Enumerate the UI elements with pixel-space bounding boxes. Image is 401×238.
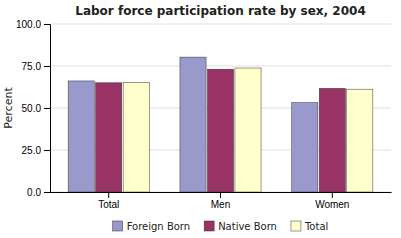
legend: Foreign Born Native Born Total [113,221,329,232]
tick: 100.0 [16,19,50,30]
bar [207,69,233,192]
bar [319,88,345,192]
bar [235,68,261,192]
bar-series [123,68,373,192]
legend-item: Total [291,221,328,232]
tick-label: 100.0 [16,19,41,30]
tick-label: 0.0 [27,187,41,198]
bar-series [68,57,318,192]
legend-swatch [204,221,214,231]
tick: Women [315,192,349,210]
bar [96,83,122,192]
tick-mark [44,150,50,151]
tick-label: Men [211,199,230,210]
legend-item: Foreign Born [113,221,190,232]
chart: 0.0 25.0 50.0 75.0 100.0 Total Men Women Labor f… [0,0,401,238]
tick: Men [211,192,230,210]
bar-series [96,69,346,192]
tick-label: 75.0 [22,61,42,72]
plot-area [68,57,373,192]
legend-label: Foreign Born [127,221,190,232]
bar [347,89,373,192]
legend-label: Native Born [218,221,277,232]
bar [68,81,94,192]
grid-line [50,24,391,25]
axis-line [44,25,51,193]
tick-label: Women [315,199,349,210]
tick-label: 25.0 [22,145,42,156]
tick: 25.0 [22,145,50,156]
grid [50,24,391,192]
tick-mark [332,192,333,198]
grid-line [50,66,391,67]
tick-mark [220,192,221,198]
legend-item: Native Born [204,221,277,232]
legend-label: Total [304,221,328,232]
tick: 0.0 [27,187,50,198]
legend-swatch [291,221,301,231]
tick-label: Total [98,199,119,210]
bar [292,103,318,192]
tick-mark [44,108,50,109]
tick: 50.0 [22,103,50,114]
bar [123,82,149,192]
tick-mark [44,66,50,67]
tick-label: 50.0 [22,103,42,114]
axis-title: Percent [2,87,15,129]
title: Labor force participation rate by sex, 2… [75,4,365,18]
tick-mark [44,192,50,193]
tick: Total [98,192,119,210]
legend-swatch [113,221,123,231]
y-axis: 0.0 25.0 50.0 75.0 100.0 [16,19,51,198]
x-axis: Total Men Women [51,192,392,210]
tick: 75.0 [22,61,50,72]
tick-mark [44,24,50,25]
bar [180,57,206,192]
tick-mark [108,192,109,198]
